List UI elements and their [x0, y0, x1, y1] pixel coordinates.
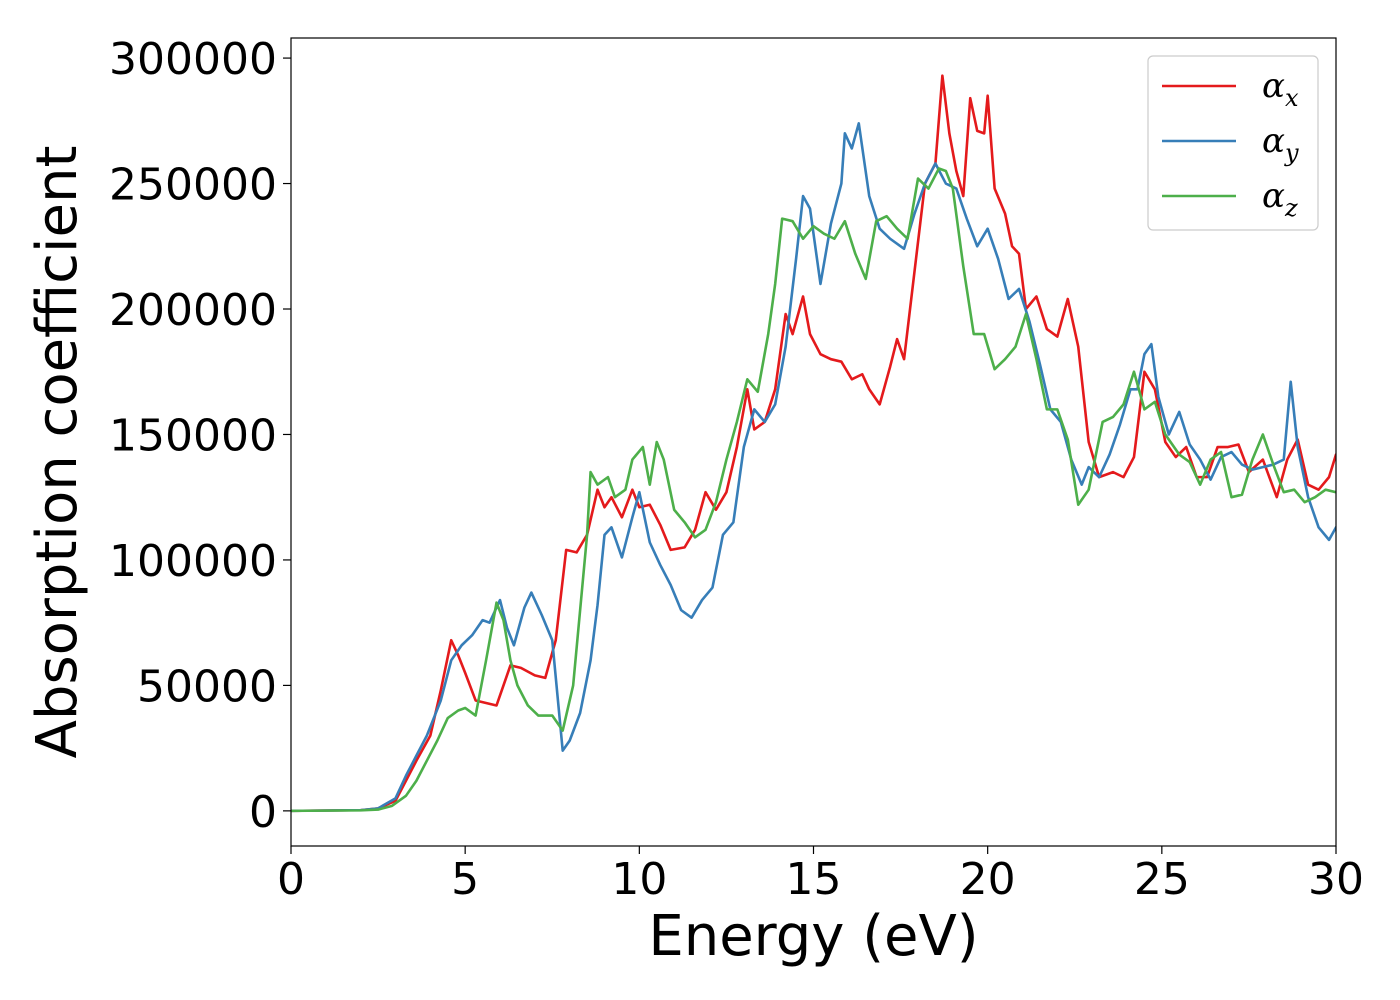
y-tick-label: 300000 — [109, 34, 277, 85]
x-axis-ticks: 0 5 10 15 20 25 30 — [277, 846, 1364, 905]
y-tick-label: 250000 — [109, 160, 277, 211]
x-tick-label: 10 — [611, 854, 667, 905]
legend-label-z: αz — [1262, 176, 1298, 222]
series-line-y — [291, 122, 1336, 813]
y-axis-ticks: 0 50000 100000 150000 200000 250000 300000 — [109, 34, 291, 838]
legend-box — [1147, 55, 1319, 231]
legend-label-y: αy — [1262, 121, 1299, 167]
x-axis-title: Energy (eV) — [648, 904, 978, 969]
y-tick-label: 200000 — [109, 285, 277, 336]
legend: αx αy αz — [1147, 55, 1319, 231]
y-tick-label: 0 — [249, 787, 277, 838]
x-tick-label: 25 — [1134, 854, 1190, 905]
x-tick-label: 0 — [277, 854, 305, 905]
legend-label-x: αx — [1262, 66, 1299, 112]
y-tick-label: 150000 — [109, 410, 277, 461]
x-tick-label: 30 — [1308, 854, 1364, 905]
y-tick-label: 100000 — [109, 536, 277, 587]
series-layer — [291, 74, 1336, 813]
x-tick-label: 15 — [786, 854, 842, 905]
series-line-z — [291, 167, 1336, 813]
y-tick-label: 50000 — [137, 661, 277, 712]
series-line-x — [291, 74, 1336, 813]
y-axis-title: Absorption coefficient — [25, 146, 90, 759]
x-tick-label: 20 — [960, 854, 1016, 905]
x-tick-label: 5 — [451, 854, 479, 905]
